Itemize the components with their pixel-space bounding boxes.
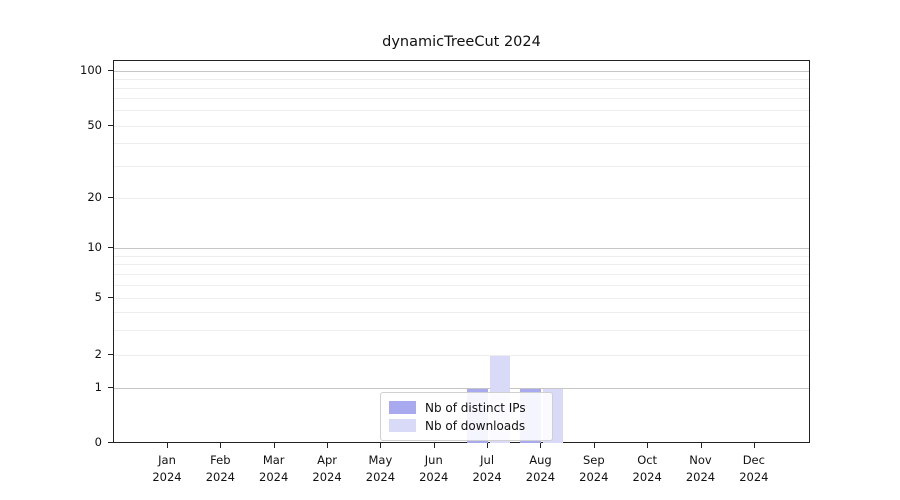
y-tick-mark-100: [108, 70, 113, 71]
gridline-20: [114, 198, 809, 199]
gridline-6: [114, 285, 809, 286]
y-tick-mark-1: [108, 387, 113, 388]
legend-label: Nb of distinct IPs: [425, 400, 526, 415]
x-tick-mark-7: [540, 443, 542, 448]
gridline-40: [114, 143, 809, 144]
gridline-100: [114, 71, 809, 72]
y-tick-mark-2: [108, 354, 113, 355]
gridline-90: [114, 79, 809, 80]
gridline-70: [114, 98, 809, 99]
gridline-3: [114, 330, 809, 331]
x-tick-label-sep-2024: Sep 2024: [579, 453, 609, 484]
gridline-50: [114, 126, 809, 127]
gridline-5: [114, 298, 809, 299]
y-tick-label-20: 20: [87, 190, 102, 204]
x-tick-mark-4: [380, 443, 382, 448]
gridline-2: [114, 355, 809, 356]
x-tick-mark-0: [167, 443, 168, 448]
x-tick-mark-11: [753, 443, 755, 448]
gridline-60: [114, 110, 809, 111]
x-tick-mark-5: [433, 443, 435, 448]
legend: Nb of distinct IPs Nb of downloads: [380, 392, 553, 441]
x-tick-label-nov-2024: Nov 2024: [685, 453, 716, 484]
x-tick-mark-2: [273, 443, 275, 448]
y-tick-mark-50: [108, 125, 113, 126]
y-tick-label-5: 5: [94, 290, 102, 304]
x-tick-mark-1: [220, 443, 222, 448]
gridline-8: [114, 264, 809, 265]
y-tick-label-2: 2: [94, 347, 102, 361]
x-tick-mark-10: [700, 443, 702, 448]
x-tick-mark-9: [647, 443, 649, 448]
legend-item-distinct-ips: Nb of distinct IPs: [389, 401, 544, 415]
x-tick-label-dec-2024: Dec 2024: [739, 453, 769, 484]
x-tick-mark-6: [487, 443, 489, 448]
y-tick-label-0: 0: [94, 435, 102, 449]
x-tick-label-jul-2024: Jul 2024: [472, 453, 502, 484]
plot-area: [113, 60, 810, 443]
gridline-4: [114, 312, 809, 313]
gridline-80: [114, 88, 809, 89]
x-tick-label-oct-2024: Oct 2024: [632, 453, 662, 484]
gridline-1: [114, 388, 809, 389]
x-tick-label-jan-2024: Jan 2024: [152, 453, 182, 484]
y-tick-mark-20: [108, 197, 113, 198]
gridline-9: [114, 256, 809, 257]
x-tick-label-feb-2024: Feb 2024: [205, 453, 235, 484]
x-tick-label-apr-2024: Apr 2024: [312, 453, 342, 484]
chart-title: dynamicTreeCut 2024: [382, 34, 541, 50]
x-tick-label-jun-2024: Jun 2024: [419, 453, 449, 484]
x-tick-mark-3: [327, 443, 329, 448]
x-tick-label-mar-2024: Mar 2024: [259, 453, 289, 484]
gridline-30: [114, 166, 809, 167]
x-tick-label-aug-2024: Aug 2024: [525, 453, 556, 484]
gridline-7: [114, 274, 809, 275]
legend-swatch-icon: [389, 419, 416, 432]
y-tick-label-100: 100: [80, 63, 102, 77]
y-tick-mark-0: [108, 442, 113, 443]
y-tick-label-50: 50: [87, 118, 102, 132]
legend-item-downloads: Nb of downloads: [389, 419, 544, 433]
legend-label: Nb of downloads: [425, 418, 526, 433]
x-tick-mark-8: [593, 443, 595, 448]
x-tick-label-may-2024: May 2024: [365, 453, 396, 484]
y-tick-mark-10: [108, 247, 113, 248]
legend-swatch-icon: [389, 401, 416, 414]
y-tick-mark-5: [108, 297, 113, 298]
y-tick-label-1: 1: [94, 380, 102, 394]
y-tick-label-10: 10: [87, 240, 102, 254]
gridline-10: [114, 248, 809, 249]
